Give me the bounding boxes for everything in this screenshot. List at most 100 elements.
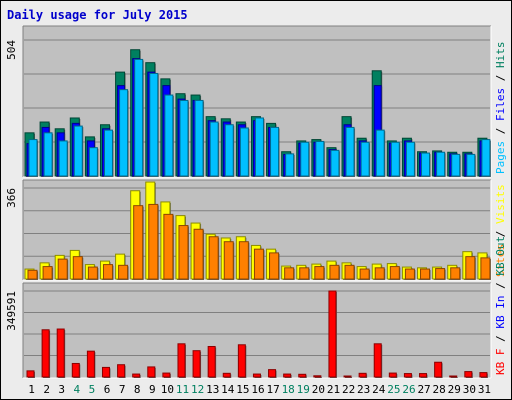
kbf-bar-body <box>192 350 201 378</box>
sites-bar <box>193 228 205 280</box>
legend-entry: / <box>494 276 507 296</box>
kbf-bar <box>419 373 428 378</box>
sites-bar-body <box>223 241 234 280</box>
x-tick-label: 3 <box>58 383 65 396</box>
x-tick-label: 2 <box>43 383 50 396</box>
sites-bar-body <box>420 268 431 280</box>
sites-bar-body <box>178 225 189 280</box>
kbf-bar-body <box>252 373 261 378</box>
kbf-bar <box>388 372 398 378</box>
sites-bar <box>374 267 386 280</box>
pages-bar <box>164 94 174 177</box>
pages-bar-body <box>315 140 325 177</box>
x-tick-label: 19 <box>297 383 310 396</box>
sites-bar-body <box>87 266 98 280</box>
kbf-bar-body <box>328 290 337 378</box>
sites-bar-body <box>253 248 264 280</box>
kbf-bar <box>268 369 277 378</box>
pages-bar-body <box>300 141 310 177</box>
pages-bar-body <box>28 139 38 177</box>
x-tick-label: 17 <box>266 383 279 396</box>
pages-bar <box>451 153 461 177</box>
sites-bar-body <box>148 203 159 280</box>
pages-bar <box>73 125 84 177</box>
x-tick-label: 21 <box>327 383 340 396</box>
pages-bar-body <box>149 72 159 177</box>
pages-bar-body <box>466 153 476 177</box>
sites-bar <box>299 267 310 280</box>
legend-entry: / <box>494 224 507 244</box>
sites-bar <box>465 256 476 280</box>
pages-bar <box>88 147 99 177</box>
sites-bar <box>420 268 431 280</box>
legend-entry: Files <box>494 88 507 121</box>
x-tick-label: 9 <box>149 383 156 396</box>
sites-bar <box>148 203 159 280</box>
sites-bar <box>163 213 174 280</box>
pages-bar <box>43 132 54 177</box>
x-tick-label: 22 <box>342 383 355 396</box>
kbf-bar-body <box>464 371 473 378</box>
kbf-bar-body <box>298 373 307 378</box>
sites-bar-body <box>314 266 325 280</box>
kbf-bar <box>56 328 66 378</box>
pages-bar <box>103 129 114 177</box>
kbf-bar-body <box>147 366 156 378</box>
kbf-bar <box>132 373 141 378</box>
sites-bar <box>178 225 189 280</box>
sites-bar <box>223 241 235 280</box>
kbf-bar <box>434 361 443 378</box>
pages-bar-body <box>224 124 234 177</box>
kbf-bar <box>177 343 186 378</box>
sites-bar <box>208 236 220 280</box>
kbf-bar-body <box>177 343 186 378</box>
kbf-bar-body <box>86 350 95 378</box>
sites-bar <box>42 266 54 280</box>
pages-bar <box>330 149 340 177</box>
sites-bar-body <box>450 267 461 280</box>
kbf-bar <box>71 362 81 378</box>
kbf-bar <box>26 370 35 378</box>
kbf-bar-body <box>162 372 171 378</box>
sites-bar-body <box>404 268 415 280</box>
legend-entry: / <box>494 121 507 141</box>
legend-entry: / <box>494 68 507 88</box>
kbf-bar-body <box>388 372 397 378</box>
x-tick-label: 6 <box>104 383 111 396</box>
x-tick-label: 23 <box>357 383 370 396</box>
kbf-bar <box>479 372 488 378</box>
chart-title: Daily usage for July 2015 <box>7 8 188 22</box>
kbf-bar <box>147 366 156 378</box>
pages-bar-body <box>73 125 83 177</box>
kbf-bar <box>358 372 368 378</box>
sites-bar <box>329 264 340 280</box>
kbf-bar <box>207 345 217 378</box>
sites-bar-body <box>284 267 295 280</box>
sites-bar <box>72 256 84 280</box>
pages-bar-body <box>451 153 461 177</box>
pages-bar-body <box>119 89 129 177</box>
pages-bar-body <box>345 126 355 177</box>
pages-bar <box>436 151 446 177</box>
kbf-bar-body <box>313 375 322 378</box>
pages-bar-body <box>285 153 295 177</box>
kbf-bar-body <box>268 369 277 378</box>
kbf-bar <box>464 371 473 378</box>
kbf-bar <box>192 350 202 378</box>
legend-entry: / <box>494 329 507 349</box>
sites-bar-body <box>133 205 144 280</box>
pages-bar <box>149 72 159 177</box>
sites-bar-body <box>329 264 340 280</box>
x-tick-label: 12 <box>191 383 204 396</box>
sites-bar-body <box>238 241 249 280</box>
sites-bar <box>118 264 129 280</box>
sites-bar-body <box>269 252 280 280</box>
pages-bar <box>270 126 280 177</box>
pages-bar-body <box>179 99 189 177</box>
sites-bar-body <box>57 258 68 280</box>
kbf-bar-body <box>71 362 80 378</box>
kbf-bar-body <box>26 370 35 378</box>
pages-bar <box>481 139 491 177</box>
pages-bar <box>254 117 265 177</box>
